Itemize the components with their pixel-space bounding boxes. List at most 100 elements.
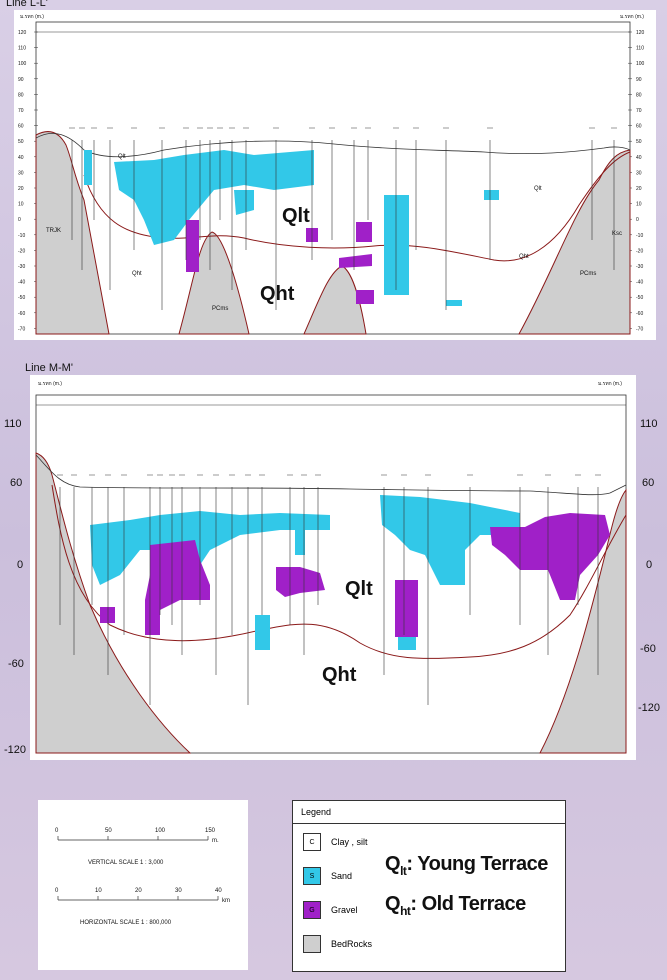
gravel-body-3 xyxy=(339,254,372,268)
section2-unit-label-right: ม.รทก (m.) xyxy=(598,381,622,387)
horizontal-scale-tick: 40 xyxy=(215,888,222,894)
section1-ytick-right: 0 xyxy=(636,217,639,223)
section2-unit-label-left: ม.รทก (m.) xyxy=(38,381,62,387)
sand-body-6 xyxy=(446,300,462,306)
section1-unit-label-left: ม.รทก (m.) xyxy=(20,14,44,20)
section1-ytick-left: -70 xyxy=(18,326,25,332)
section1-ytick-left: 30 xyxy=(18,170,24,176)
section1-ytick-right: -40 xyxy=(636,280,643,286)
section2-ytick-left-0: 0 xyxy=(17,559,23,571)
section1-ytick-left: -40 xyxy=(18,280,25,286)
section1-ytick-right: -70 xyxy=(636,326,643,332)
legend: Legend C Clay , silt S Sand G Gravel BedRocks … xyxy=(292,800,566,972)
section1-ytick-left: 120 xyxy=(18,30,27,36)
section1-ytick-right: 120 xyxy=(636,30,645,36)
section1-ytick-left: 40 xyxy=(18,155,24,161)
section1-label-qht-a: Qht xyxy=(132,271,142,277)
section1-ytick-left: -20 xyxy=(18,248,25,254)
bedrock-right-2 xyxy=(539,488,627,754)
sand-body-5 xyxy=(484,190,499,200)
section1-ytick-right: 100 xyxy=(636,61,645,67)
section2-qht-label: Qht xyxy=(322,664,357,686)
section1-ytick-right: -10 xyxy=(636,233,643,239)
section1-label-qlt-a: Qlt xyxy=(534,186,542,192)
section2-qlt-label: Qlt xyxy=(345,578,373,600)
section1-ytick-left: 10 xyxy=(18,202,24,208)
ground-surface xyxy=(35,133,631,158)
section2-ytick-right-minus60: -60 xyxy=(640,643,656,655)
legend-swatch: S xyxy=(303,867,321,885)
gravel-body-4 xyxy=(356,222,372,242)
legend-young-terrace: Qlt: Young Terrace xyxy=(385,853,548,878)
bedrock-mid1 xyxy=(178,231,250,335)
legend-swatch: G xyxy=(303,901,321,919)
legend-item-label: Gravel xyxy=(331,905,358,915)
legend-item-label: Sand xyxy=(331,871,353,881)
sand-body-3 xyxy=(384,195,409,295)
section1-ytick-left: -60 xyxy=(18,311,25,317)
section1-ytick-right: 20 xyxy=(636,186,642,192)
legend-title: Legend xyxy=(301,807,332,817)
gravel-body-m3 xyxy=(395,580,418,637)
sand-body-m5 xyxy=(295,530,305,555)
section1-ytick-left: 90 xyxy=(18,77,24,83)
section1-ytick-right: 70 xyxy=(636,108,642,114)
horizontal-scale-tick: 0 xyxy=(55,888,59,894)
section1-ytick-left: 80 xyxy=(18,92,24,98)
section1-ytick-right: -60 xyxy=(636,311,643,317)
horizontal-scale-tick: 20 xyxy=(135,888,142,894)
section1-title: Line L-L' xyxy=(6,0,48,9)
section1-ytick-right: 30 xyxy=(636,170,642,176)
section2-ytick-right-minus120: -120 xyxy=(638,702,660,714)
section2-ytick-left-minus120: -120 xyxy=(4,744,26,756)
horizontal-scale-tick: 10 xyxy=(95,888,102,894)
section1-label-qht-b: Qht xyxy=(519,254,529,260)
section1-label-trjk: TRJK xyxy=(46,228,61,234)
section2-cross-section: ม.รทก (m.) ม.รทก (m.) 110 60 0 -60 -120 … xyxy=(4,375,660,760)
section1-ytick-right: -20 xyxy=(636,248,643,254)
legend-item: G Gravel xyxy=(303,901,358,919)
section1-panel: ม.รทก (m.) ม.รทก (m.) 120 110 100 90 80 70 60 5… xyxy=(14,10,656,340)
section1-ytick-left: -10 xyxy=(18,233,25,239)
horizontal-scale-tick: 30 xyxy=(175,888,182,894)
section1-ytick-left: 20 xyxy=(18,186,24,192)
section2-panel: ม.รทก (m.) ม.รทก (m.) 110 60 0 -60 -120 … xyxy=(0,375,667,765)
section1-cross-section: ม.รทก (m.) ม.รทก (m.) 120110100908070605… xyxy=(18,14,645,335)
legend-swatch: C xyxy=(303,833,321,851)
vertical-scale-tick: 50 xyxy=(105,828,112,834)
section1-label-pcms-a: PCms xyxy=(212,306,228,312)
section1-ytick-left: 110 xyxy=(18,46,26,52)
horizontal-scale-unit: km xyxy=(222,898,230,904)
section1-boreholes xyxy=(69,127,617,310)
section2-ytick-right-0: 0 xyxy=(646,559,652,571)
gravel-body-m1 xyxy=(145,540,210,635)
scale-bars: 0 50 100 150 m. 0 10 20 30 40 km VERTICAL SCALE 1… xyxy=(38,800,248,970)
section1-ytick-right: -30 xyxy=(636,264,643,270)
section1-label-pcms-b: PCms xyxy=(580,271,596,277)
section1-ytick-right: -50 xyxy=(636,295,643,301)
legend-swatch xyxy=(303,935,321,953)
section1-qlt-label: Qlt xyxy=(282,205,310,227)
section1-ytick-left: 0 xyxy=(18,217,21,223)
section1-label-ksc: Ksc xyxy=(612,231,622,237)
section1-label-qlt-b: Qlt xyxy=(118,154,126,160)
section2-ytick-left-60: 60 xyxy=(10,477,22,489)
section1-ytick-left: -50 xyxy=(18,295,25,301)
section2-ytick-left-110: 110 xyxy=(4,418,22,430)
sand-body-2 xyxy=(234,190,254,215)
vertical-scale-bar: 0 50 100 150 m. xyxy=(55,828,219,844)
gravel-body-5 xyxy=(356,290,374,304)
section2-boreholes xyxy=(57,474,601,705)
sand-body-4 xyxy=(84,150,92,185)
section1-ytick-left: 60 xyxy=(18,124,24,130)
legend-old-terrace: Qht: Old Terrace xyxy=(385,893,526,918)
bedrock-left-2 xyxy=(35,452,192,754)
section1-ytick-right: 40 xyxy=(636,155,642,161)
section2-ytick-right-110: 110 xyxy=(640,418,658,430)
sand-body-1 xyxy=(114,150,314,245)
legend-item: S Sand xyxy=(303,867,352,885)
legend-item: BedRocks xyxy=(303,935,372,953)
section1-ytick-right: 110 xyxy=(636,46,644,52)
vertical-scale-tick: 150 xyxy=(205,828,216,834)
